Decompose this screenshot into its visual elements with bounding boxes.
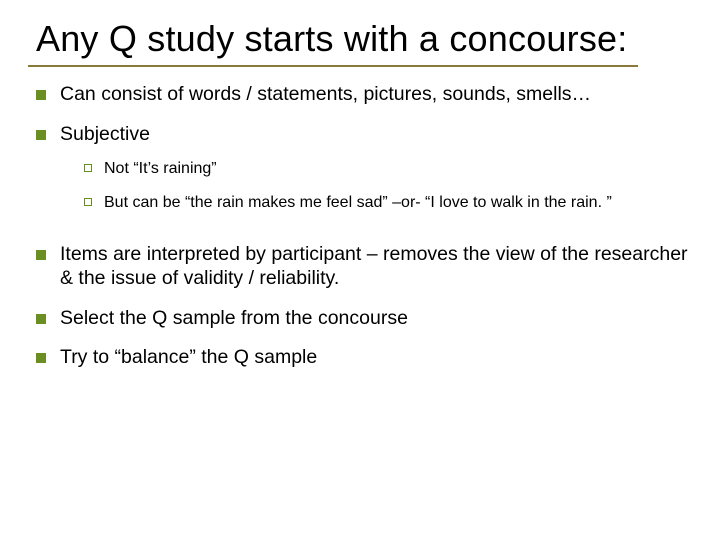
square-bullet-icon [36, 250, 46, 260]
list-item-text: Items are interpreted by participant – r… [60, 243, 692, 291]
list-item: Items are interpreted by participant – r… [36, 243, 692, 291]
slide-title: Any Q study starts with a concourse: [36, 18, 692, 59]
list-item: SubjectiveNot “It’s raining”But can be “… [36, 123, 692, 227]
list-item-text: Can consist of words / statements, pictu… [60, 83, 692, 107]
square-bullet-icon [36, 314, 46, 324]
sub-list-item: But can be “the rain makes me feel sad” … [84, 193, 692, 213]
title-underline [28, 65, 638, 67]
hollow-square-bullet-icon [84, 164, 92, 172]
list-item: Can consist of words / statements, pictu… [36, 83, 692, 107]
bullet-list: Can consist of words / statements, pictu… [36, 83, 692, 370]
slide: Any Q study starts with a concourse: Can… [0, 0, 720, 540]
sub-list: Not “It’s raining” But can be “the rain m… [60, 159, 692, 213]
square-bullet-icon [36, 90, 46, 100]
square-bullet-icon [36, 353, 46, 363]
list-item-text: Select the Q sample from the concourse [60, 307, 692, 331]
square-bullet-icon [36, 130, 46, 140]
list-item-text: Try to “balance” the Q sample [60, 346, 692, 370]
sub-list-item: Not “It’s raining” [84, 159, 692, 179]
list-item: Select the Q sample from the concourse [36, 307, 692, 331]
list-item: Try to “balance” the Q sample [36, 346, 692, 370]
sub-list-item-text: But can be “the rain makes me feel sad” … [104, 193, 692, 213]
hollow-square-bullet-icon [84, 198, 92, 206]
sub-list-item-text: Not “It’s raining” [104, 159, 692, 179]
list-item-text: SubjectiveNot “It’s raining”But can be “… [60, 123, 692, 227]
